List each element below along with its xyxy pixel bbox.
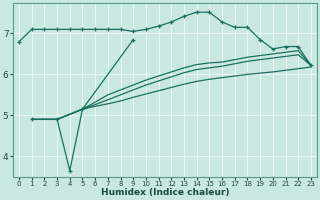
- X-axis label: Humidex (Indice chaleur): Humidex (Indice chaleur): [101, 188, 229, 197]
